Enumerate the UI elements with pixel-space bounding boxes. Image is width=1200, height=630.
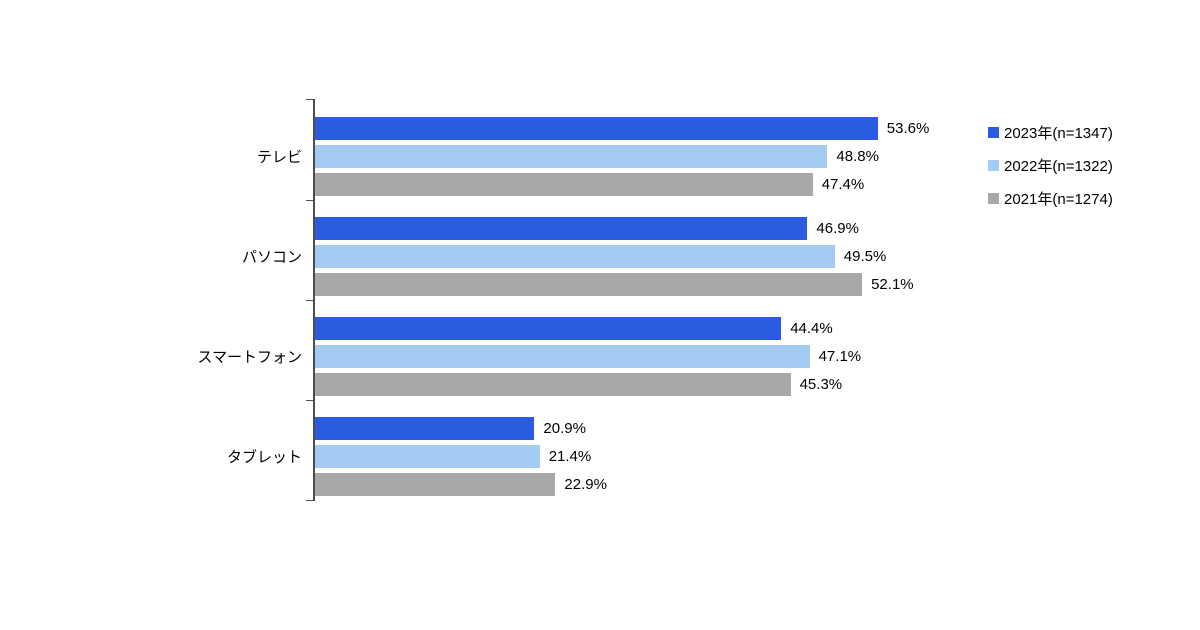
bar-value-label: 22.9% bbox=[564, 476, 607, 493]
legend: 2023年(n=1347) 2022年(n=1322) 2021年(n=1274… bbox=[988, 122, 1113, 221]
bar bbox=[315, 473, 556, 496]
bar-row: 47.4% bbox=[315, 173, 1055, 196]
bar bbox=[315, 173, 813, 196]
bar bbox=[315, 373, 791, 396]
bar-value-label: 45.3% bbox=[799, 376, 843, 393]
bar-value-label: 47.1% bbox=[818, 348, 862, 365]
bar-row: 21.4% bbox=[315, 445, 1055, 468]
bar-row: 48.8% bbox=[315, 145, 1055, 168]
bar-value-label: 21.4% bbox=[548, 448, 592, 465]
legend-item: 2022年(n=1322) bbox=[988, 155, 1113, 176]
bar-value-label: 47.4% bbox=[821, 176, 865, 193]
bar-value-label: 44.4% bbox=[790, 320, 833, 337]
category-label: パソコン bbox=[241, 249, 302, 266]
bar-group: 44.4% 47.1% 45.3% bbox=[315, 300, 1055, 400]
bar-row: 53.6% bbox=[315, 117, 1055, 140]
axis-tick bbox=[306, 300, 313, 301]
legend-item: 2021年(n=1274) bbox=[988, 188, 1113, 209]
bar bbox=[315, 217, 808, 240]
bar-row: 47.1% bbox=[315, 345, 1055, 368]
axis-tick bbox=[306, 500, 313, 501]
legend-label: 2021年(n=1274) bbox=[1004, 191, 1113, 208]
bar-value-label: 20.9% bbox=[543, 420, 586, 437]
bar-value-label: 49.5% bbox=[843, 248, 887, 265]
legend-swatch bbox=[988, 127, 999, 138]
bar-row: 52.1% bbox=[315, 273, 1055, 296]
category-labels: テレビパソコンスマートフォンタブレット bbox=[0, 100, 302, 500]
legend-label: 2023年(n=1347) bbox=[1004, 125, 1113, 142]
category-label: タブレット bbox=[226, 449, 302, 466]
bar-group: 53.6% 48.8% 47.4% bbox=[315, 100, 1055, 200]
bar bbox=[315, 145, 828, 168]
axis-tick bbox=[306, 400, 313, 401]
bar bbox=[315, 117, 878, 140]
bar bbox=[315, 445, 540, 468]
bar bbox=[315, 245, 835, 268]
bar-value-label: 46.9% bbox=[816, 220, 859, 237]
axis-tick bbox=[306, 99, 313, 100]
bar bbox=[315, 417, 535, 440]
bar bbox=[315, 345, 810, 368]
category-label: スマートフォン bbox=[197, 349, 302, 366]
plot-area: 53.6% 48.8% 47.4% 46.9% 49.5% 52.1% 44.4% 47.1%… bbox=[315, 100, 1055, 500]
bar bbox=[315, 273, 863, 296]
bar-group: 20.9% 21.4% 22.9% bbox=[315, 400, 1055, 500]
bar-value-label: 48.8% bbox=[836, 148, 879, 165]
y-axis-line bbox=[313, 99, 315, 501]
axis-tick bbox=[306, 200, 313, 201]
legend-swatch bbox=[988, 193, 999, 204]
bar-value-label: 52.1% bbox=[871, 276, 914, 293]
category-label: テレビ bbox=[256, 149, 302, 166]
bar-row: 46.9% bbox=[315, 217, 1055, 240]
bar-row: 20.9% bbox=[315, 417, 1055, 440]
legend-item: 2023年(n=1347) bbox=[988, 122, 1113, 143]
bar-row: 45.3% bbox=[315, 373, 1055, 396]
legend-swatch bbox=[988, 160, 999, 171]
bar-row: 49.5% bbox=[315, 245, 1055, 268]
bar bbox=[315, 317, 782, 340]
bar-row: 22.9% bbox=[315, 473, 1055, 496]
bar-value-label: 53.6% bbox=[886, 120, 930, 137]
legend-label: 2022年(n=1322) bbox=[1004, 158, 1113, 175]
bar-group: 46.9% 49.5% 52.1% bbox=[315, 200, 1055, 300]
bar-row: 44.4% bbox=[315, 317, 1055, 340]
